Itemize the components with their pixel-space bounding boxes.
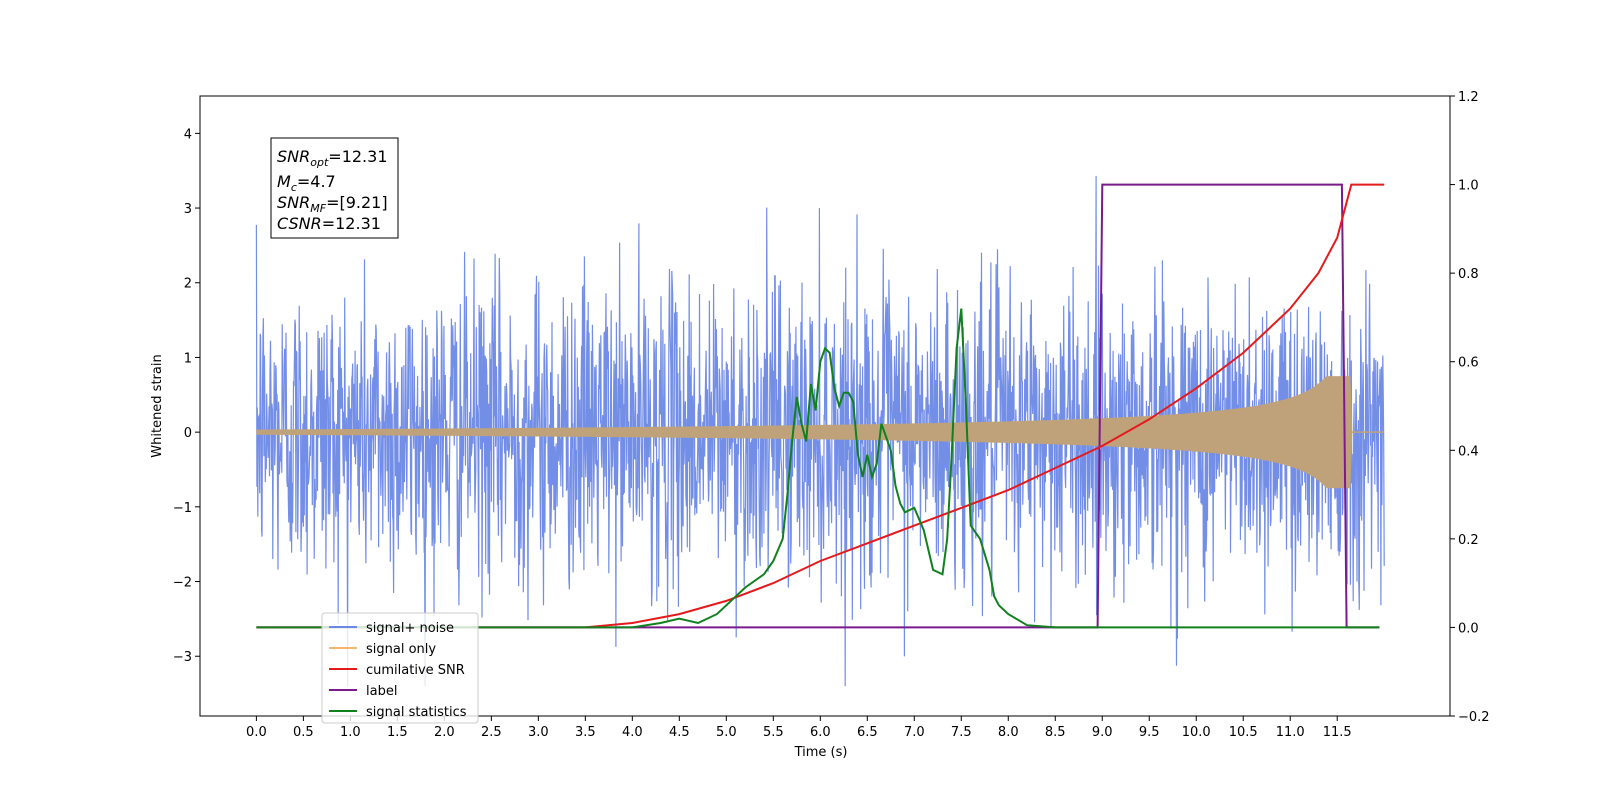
x-tick-label: 11.5 xyxy=(1323,725,1352,740)
y-tick-label: −2 xyxy=(173,576,192,591)
x-tick-label: 10.5 xyxy=(1229,725,1258,740)
legend-label: signal+ noise xyxy=(366,621,454,636)
x-tick-label: 9.5 xyxy=(1139,725,1160,740)
x-tick-label: 5.0 xyxy=(716,725,737,740)
legend-frame xyxy=(321,612,479,724)
x-tick-label: 7.0 xyxy=(904,725,925,740)
x-tick-label: 1.0 xyxy=(340,725,361,740)
annotation-snr-opt: SNRopt=12.31 xyxy=(277,147,388,169)
axis-ticks: 0.0 0.5 1.0 1.5 2.0 2.5 3.0 3.5 4.0 4.5 5.0 5.5 6.0 6… xyxy=(173,90,1490,740)
y-tick-label: 2 xyxy=(184,277,192,292)
x-tick-label: 0.5 xyxy=(293,725,314,740)
y-tick-label: 3 xyxy=(184,202,192,217)
legend: signal+ noise signal only cumilative SNR la… xyxy=(321,612,479,724)
y2-tick-label: 0.0 xyxy=(1458,621,1479,636)
x-tick-label: 3.5 xyxy=(575,725,596,740)
legend-label: label xyxy=(366,684,397,699)
y2-tick-label: 0.8 xyxy=(1458,267,1479,282)
series-signal-noise xyxy=(255,175,1385,687)
y2-tick-label: 0.2 xyxy=(1458,533,1479,548)
x-tick-label: 4.5 xyxy=(669,725,690,740)
y-tick-label: −1 xyxy=(173,501,192,516)
y-tick-label: −3 xyxy=(173,650,192,665)
annotation-box: SNRopt=12.31 Mc=4.7 SNRMF=[9.21] CSNR=12… xyxy=(270,137,399,239)
x-tick-label: 0.0 xyxy=(246,725,267,740)
x-tick-label: 6.5 xyxy=(857,725,878,740)
x-tick-label: 11.0 xyxy=(1276,725,1305,740)
x-tick-label: 8.0 xyxy=(998,725,1019,740)
plot-frame xyxy=(199,95,1451,717)
legend-label: signal only xyxy=(366,642,436,657)
chart-lines xyxy=(256,183,1385,629)
y-tick-label: 1 xyxy=(184,351,192,366)
x-tick-label: 7.5 xyxy=(951,725,972,740)
x-tick-label: 8.5 xyxy=(1045,725,1066,740)
legend-label: cumilative SNR xyxy=(366,663,465,678)
annotation-mc: Mc=4.7 xyxy=(277,172,336,194)
annotation-frame xyxy=(270,137,399,239)
y2-tick-label: 1.2 xyxy=(1458,90,1479,105)
x-tick-label: 2.0 xyxy=(434,725,455,740)
x-tick-label: 2.5 xyxy=(481,725,502,740)
chart-fills xyxy=(255,175,1385,687)
y2-tick-label: 1.0 xyxy=(1458,179,1479,194)
x-tick-label: 10.0 xyxy=(1182,725,1211,740)
series-cumulative-snr xyxy=(256,183,1385,629)
x-tick-label: 1.5 xyxy=(387,725,408,740)
x-tick-label: 5.5 xyxy=(763,725,784,740)
y2-tick-label: 0.4 xyxy=(1458,444,1479,459)
y-tick-label: 0 xyxy=(184,426,192,441)
x-tick-label: 9.0 xyxy=(1092,725,1113,740)
y2-tick-label: −0.2 xyxy=(1458,710,1490,725)
x-tick-label: 3.0 xyxy=(528,725,549,740)
annotation-csnr: CSNR=12.31 xyxy=(277,214,381,233)
series-signal-statistics xyxy=(256,308,1380,629)
annotation-snr-mf: SNRMF=[9.21] xyxy=(277,193,388,215)
y2-tick-label: 0.6 xyxy=(1458,356,1479,371)
y-axis-label: Whitened strain xyxy=(150,354,165,457)
x-axis-label: Time (s) xyxy=(794,745,848,760)
x-tick-label: 6.0 xyxy=(810,725,831,740)
x-tick-label: 4.0 xyxy=(622,725,643,740)
series-signal-only xyxy=(256,376,1385,489)
y-tick-label: 4 xyxy=(184,127,192,142)
legend-label: signal statistics xyxy=(366,705,467,720)
